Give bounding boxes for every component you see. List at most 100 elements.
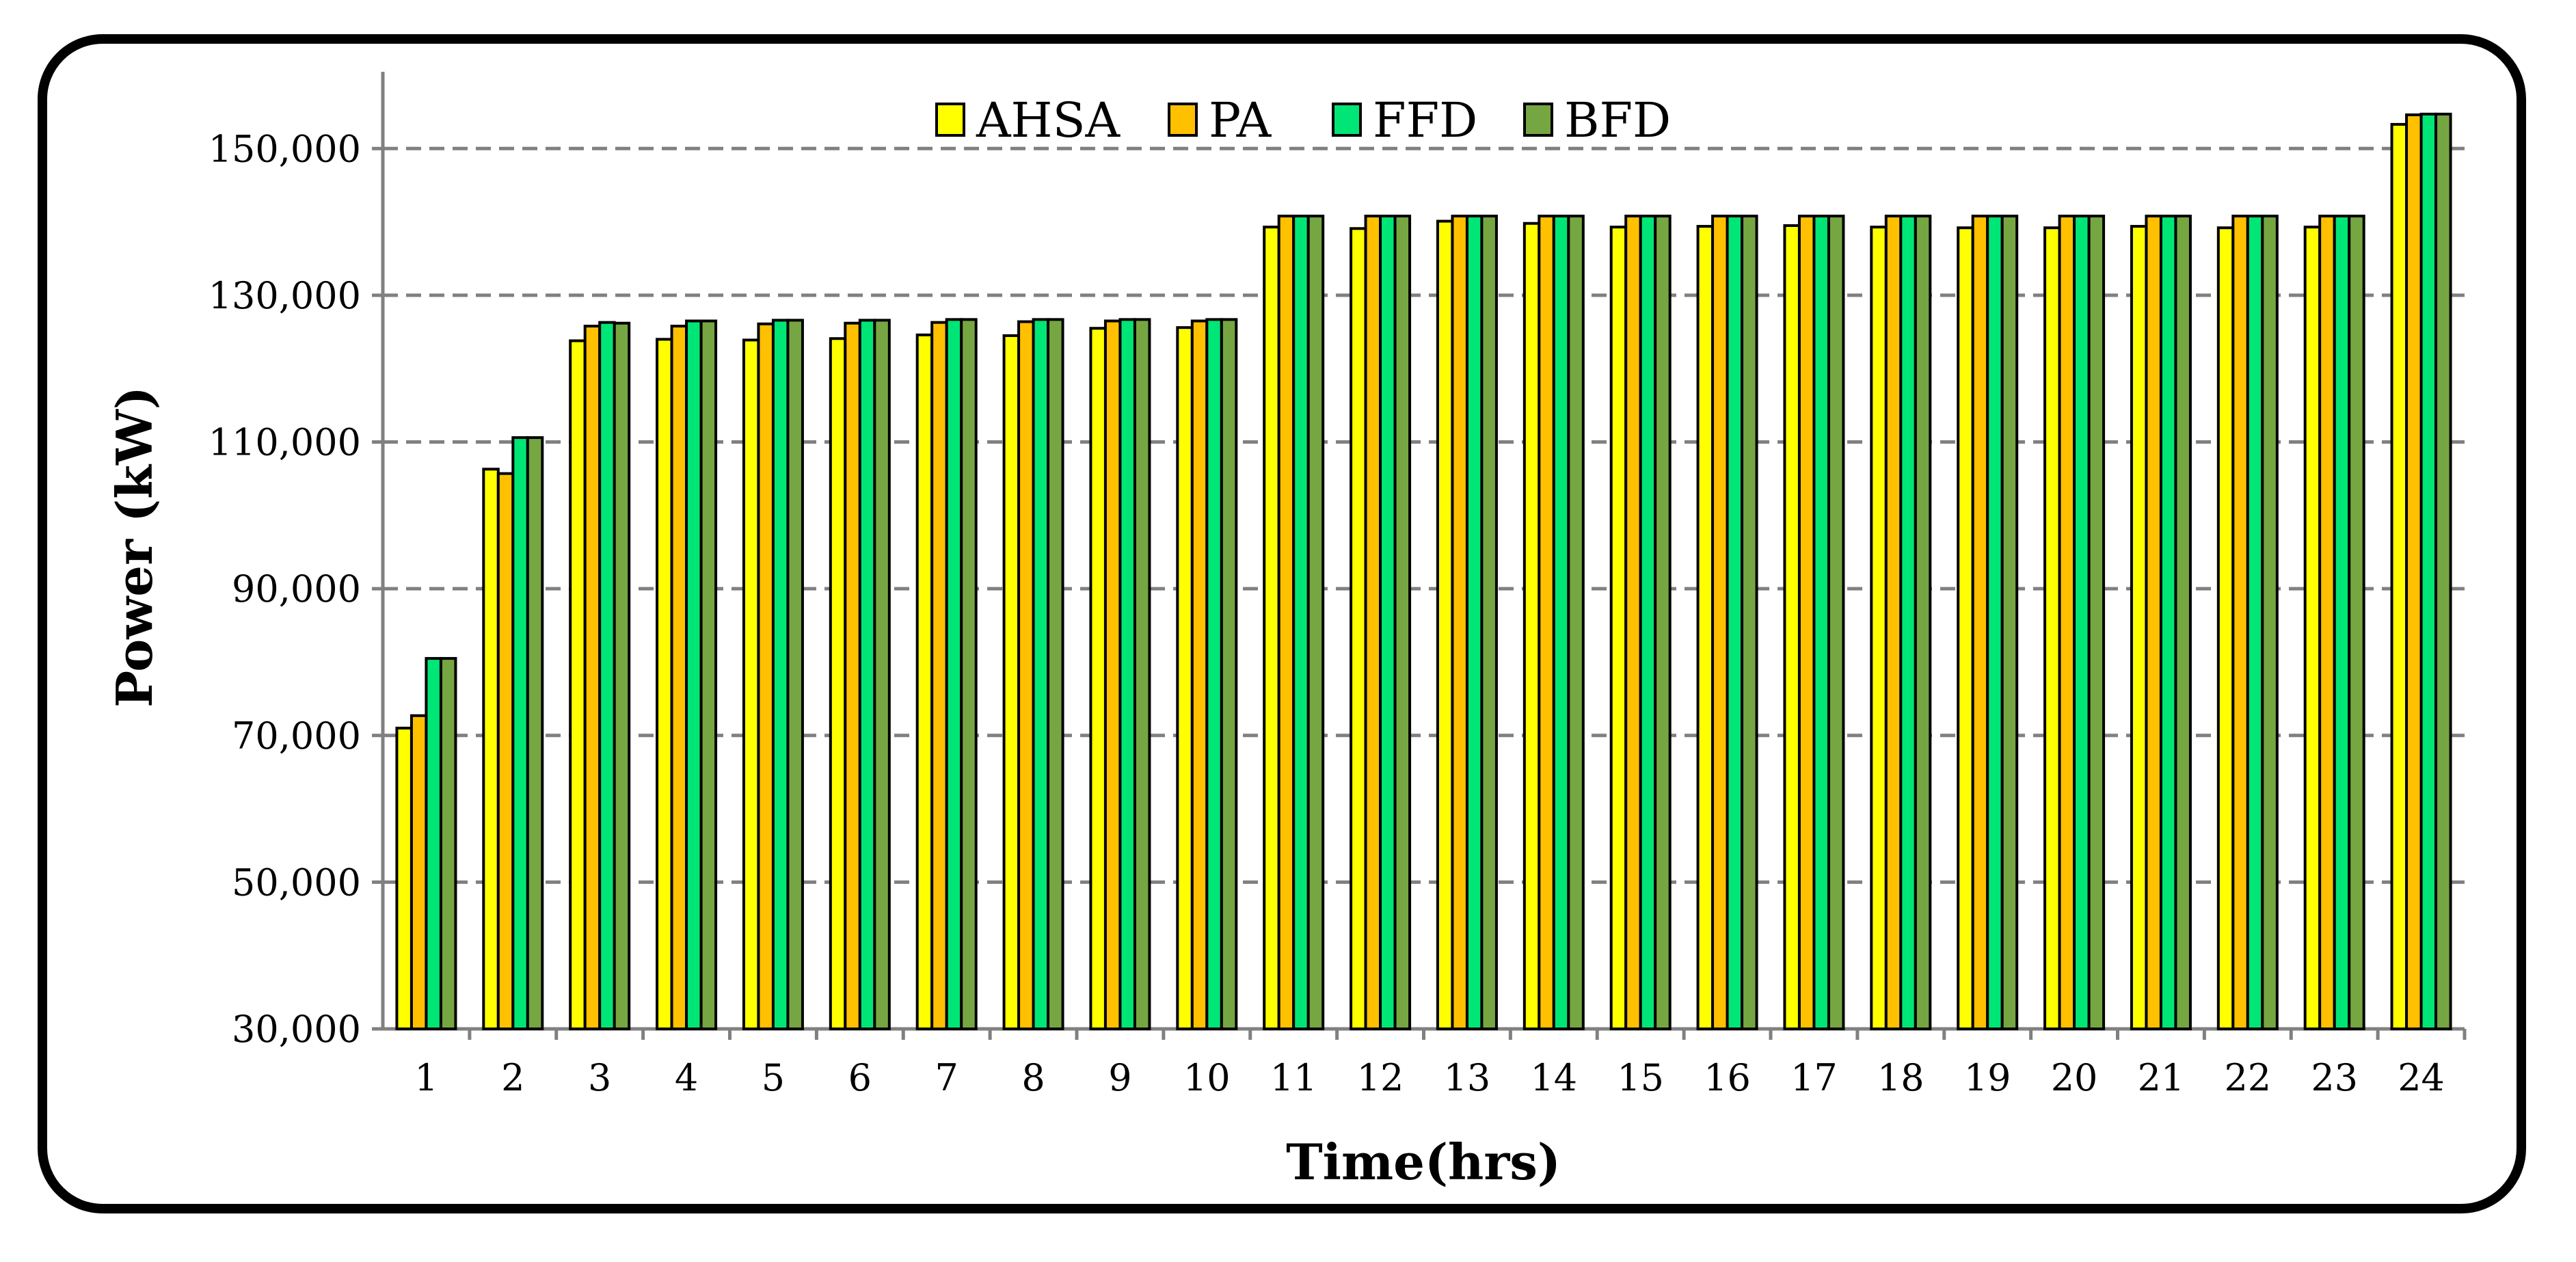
x-tick-label: 12 — [1357, 1056, 1404, 1099]
bar-ffd — [2073, 215, 2091, 1030]
y-axis-title: Power (kW) — [105, 386, 163, 708]
bar-ahsa — [915, 333, 934, 1031]
bar-bfd — [2261, 215, 2279, 1030]
bar-bfd — [960, 318, 978, 1031]
bar-ahsa — [829, 337, 847, 1030]
x-tick-label: 15 — [1617, 1056, 1664, 1099]
bar-bfd — [1480, 215, 1498, 1030]
y-tick-label: 130,000 — [209, 274, 361, 317]
x-tick-label: 9 — [1108, 1056, 1131, 1099]
legend-swatch-ahsa — [935, 103, 965, 137]
y-tick-label: 30,000 — [232, 1008, 361, 1051]
y-tick-label: 50,000 — [232, 861, 361, 904]
bar-bfd — [613, 321, 631, 1031]
x-axis-title: Time(hrs) — [1286, 1133, 1561, 1191]
bar-ahsa — [1436, 219, 1454, 1030]
bar-pa — [2405, 113, 2423, 1030]
bar-pa — [2318, 215, 2336, 1030]
bar-ffd — [1118, 318, 1136, 1031]
bar-ahsa — [1957, 226, 1974, 1031]
bar-bfd — [2087, 215, 2106, 1030]
bar-bfd — [1914, 215, 1932, 1030]
y-tick-label: 70,000 — [232, 714, 361, 757]
bar-ahsa — [2216, 226, 2235, 1031]
legend-label-ahsa: AHSA — [976, 92, 1121, 148]
bar-ahsa — [1263, 226, 1280, 1030]
x-tick-label: 4 — [675, 1056, 698, 1099]
bar-ffd — [771, 319, 790, 1030]
bar-ffd — [425, 657, 442, 1030]
bar-bfd — [699, 319, 718, 1031]
bar-bfd — [2348, 215, 2365, 1030]
bar-ffd — [511, 436, 529, 1030]
bar-pa — [757, 322, 775, 1030]
y-tick-label: 150,000 — [209, 127, 361, 170]
bar-bfd — [1654, 215, 1672, 1030]
bar-ahsa — [1350, 227, 1367, 1030]
bar-ahsa — [1870, 226, 1888, 1030]
x-tick-label: 21 — [2138, 1056, 2185, 1099]
bar-ffd — [598, 321, 616, 1030]
bar-ahsa — [2043, 226, 2061, 1031]
bar-pa — [1797, 215, 1816, 1030]
bar-ahsa — [482, 468, 500, 1030]
bar-ffd — [1032, 318, 1050, 1031]
legend-swatch-ffd — [1332, 103, 1362, 137]
legend-label-ffd: FFD — [1373, 92, 1477, 148]
bar-bfd — [1393, 215, 1412, 1030]
bar-pa — [1884, 215, 1903, 1030]
bar-bfd — [786, 319, 804, 1030]
bar-ffd — [1726, 215, 1744, 1030]
bar-ffd — [1292, 215, 1310, 1030]
legend-label-pa: PA — [1209, 92, 1272, 148]
x-tick-label: 14 — [1530, 1056, 1577, 1099]
bar-ahsa — [656, 338, 673, 1030]
bar-bfd — [2174, 215, 2192, 1030]
x-tick-label: 6 — [848, 1056, 872, 1099]
bar-pa — [670, 324, 688, 1030]
bar-ahsa — [2303, 226, 2322, 1030]
x-tick-label: 24 — [2398, 1056, 2445, 1099]
bar-pa — [1971, 215, 1989, 1030]
y-tick-label: 110,000 — [209, 421, 361, 464]
bar-ffd — [1639, 215, 1657, 1030]
bar-bfd — [2000, 215, 2019, 1030]
bar-pa — [1538, 215, 1555, 1030]
bar-pa — [1017, 320, 1035, 1030]
bar-ffd — [858, 319, 876, 1030]
bar-ffd — [2333, 215, 2351, 1030]
x-tick-label: 23 — [2311, 1056, 2358, 1099]
bar-pa — [2058, 215, 2076, 1030]
bar-pa — [410, 714, 428, 1030]
x-tick-label: 1 — [414, 1056, 438, 1099]
bar-pa — [930, 321, 948, 1030]
bar-ahsa — [1696, 225, 1715, 1030]
bar-pa — [1364, 215, 1382, 1030]
x-tick-label: 17 — [1790, 1056, 1838, 1099]
bar-ffd — [1812, 215, 1830, 1030]
bar-bfd — [873, 319, 891, 1030]
x-tick-label: 11 — [1270, 1056, 1317, 1099]
bar-pa — [1190, 319, 1209, 1031]
bar-ffd — [1899, 215, 1917, 1030]
legend: AHSA PA FFD BFD — [935, 92, 1671, 148]
bar-bfd — [1567, 215, 1585, 1030]
bar-ffd — [1552, 215, 1570, 1030]
bar-ffd — [945, 318, 963, 1031]
bar-bfd — [1306, 215, 1325, 1030]
bar-pa — [844, 321, 861, 1031]
bar-bfd — [1741, 215, 1758, 1030]
bar-pa — [2145, 215, 2162, 1030]
bar-ahsa — [569, 339, 587, 1030]
bar-ahsa — [1002, 334, 1021, 1030]
bar-pa — [1624, 215, 1642, 1030]
legend-swatch-pa — [1168, 103, 1198, 137]
bar-ffd — [1379, 215, 1397, 1030]
x-tick-label: 2 — [501, 1056, 524, 1099]
bar-bfd — [526, 436, 544, 1030]
bar-ahsa — [1089, 327, 1107, 1030]
bar-bfd — [1220, 318, 1238, 1031]
gridlines — [383, 146, 2465, 884]
bar-pa — [583, 324, 602, 1030]
bar-ffd — [2159, 215, 2177, 1030]
